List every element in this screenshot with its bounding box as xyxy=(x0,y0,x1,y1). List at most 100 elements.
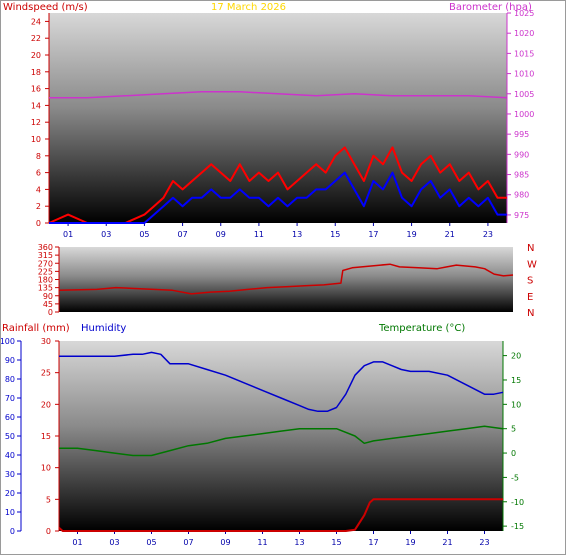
direction-tick-label: 45 xyxy=(43,300,53,309)
windspeed-tick-label: 12 xyxy=(31,118,41,127)
temperature-tick-label: -5 xyxy=(511,473,519,482)
barometer-tick-label: 975 xyxy=(514,211,529,220)
humidity-tick-label: 0 xyxy=(10,527,15,536)
humidity-tick-label: 100 xyxy=(1,337,15,346)
chart-panels: 0246810121416182022249759809859909951000… xyxy=(0,9,537,547)
barometer-tick-label: 985 xyxy=(514,171,529,180)
temperature-tick-label: 20 xyxy=(511,352,521,361)
direction-tick-label: 180 xyxy=(38,276,53,285)
time-tick-label: 01 xyxy=(72,538,82,547)
time-tick-label: 15 xyxy=(331,538,341,547)
barometer-tick-label: 995 xyxy=(514,130,529,139)
time-tick-label: 19 xyxy=(406,230,416,239)
compass-label: S xyxy=(527,276,533,287)
windspeed-tick-label: 10 xyxy=(31,135,41,144)
time-tick-label: 13 xyxy=(294,538,304,547)
rainfall-tick-label: 5 xyxy=(46,495,51,504)
time-tick-label: 23 xyxy=(483,230,493,239)
rainfall-tick-label: 0 xyxy=(46,527,51,536)
temperature-tick-label: 10 xyxy=(511,400,521,409)
temperature-series-line xyxy=(59,425,504,457)
humidity-axis-title: Humidity xyxy=(81,323,126,334)
humidity-series-line xyxy=(59,351,504,413)
barometer-tick-label: 1020 xyxy=(514,29,534,38)
time-tick-label: 11 xyxy=(254,230,264,239)
barometer-tick-label: 1010 xyxy=(514,70,534,79)
time-tick-label: 07 xyxy=(183,538,193,547)
temperature-axis-title: Temperature (°C) xyxy=(378,323,465,334)
time-tick-label: 07 xyxy=(177,230,187,239)
date-title: 17 March 2026 xyxy=(211,2,286,13)
climate-plot-area xyxy=(59,341,503,531)
direction-tick-label: 0 xyxy=(48,308,53,317)
rainfall-tick-label: 25 xyxy=(41,369,51,378)
time-tick-label: 15 xyxy=(330,230,340,239)
windspeed-tick-label: 14 xyxy=(31,101,41,110)
temperature-tick-label: 0 xyxy=(511,449,516,458)
gust-series-line xyxy=(49,171,507,224)
direction-tick-label: 225 xyxy=(38,267,53,276)
time-tick-label: 05 xyxy=(139,230,149,239)
humidity-tick-label: 40 xyxy=(5,451,15,460)
windspeed-tick-label: 18 xyxy=(31,68,41,77)
time-tick-label: 17 xyxy=(368,538,378,547)
wind-plot-area xyxy=(49,13,507,223)
rainfall-tick-label: 15 xyxy=(41,432,51,441)
windspeed-tick-label: 0 xyxy=(36,219,41,228)
barometer-axis-title: Barometer (hpa) xyxy=(449,2,532,13)
windspeed-tick-label: 2 xyxy=(36,202,41,211)
humidity-tick-label: 90 xyxy=(5,356,15,365)
time-tick-label: 05 xyxy=(146,538,156,547)
windspeed-tick-label: 8 xyxy=(36,152,41,161)
time-tick-label: 03 xyxy=(101,230,111,239)
barometer-tick-label: 1005 xyxy=(514,90,534,99)
time-tick-label: 21 xyxy=(445,230,455,239)
temperature-tick-label: 15 xyxy=(511,376,521,385)
humidity-tick-label: 30 xyxy=(5,470,15,479)
windspeed-tick-label: 24 xyxy=(31,17,41,26)
rainfall-series-line xyxy=(58,498,503,532)
time-tick-label: 03 xyxy=(109,538,119,547)
time-tick-label: 01 xyxy=(63,230,73,239)
windspeed-series-line xyxy=(48,146,507,224)
barometer-series-line xyxy=(49,91,508,99)
rainfall-axis-title: Rainfall (mm) xyxy=(2,323,70,334)
windspeed-tick-label: 4 xyxy=(36,185,41,194)
time-tick-label: 09 xyxy=(216,230,226,239)
barometer-tick-label: 990 xyxy=(514,150,529,159)
direction-tick-label: 90 xyxy=(43,292,53,301)
humidity-tick-label: 60 xyxy=(5,413,15,422)
temperature-tick-label: -15 xyxy=(511,522,524,531)
humidity-tick-label: 50 xyxy=(5,432,15,441)
compass-label: E xyxy=(527,292,533,303)
humidity-tick-label: 20 xyxy=(5,489,15,498)
windspeed-tick-label: 6 xyxy=(36,169,41,178)
humidity-tick-label: 70 xyxy=(5,394,15,403)
barometer-tick-label: 1015 xyxy=(514,49,534,58)
direction-plot-area xyxy=(59,247,513,312)
compass-label: W xyxy=(527,259,537,270)
compass-label: N xyxy=(527,308,534,319)
direction-tick-label: 135 xyxy=(38,284,53,293)
compass-label: N xyxy=(527,243,534,254)
temperature-tick-label: 5 xyxy=(511,425,516,434)
time-tick-label: 23 xyxy=(479,538,489,547)
barometer-tick-label: 1000 xyxy=(514,110,534,119)
humidity-tick-label: 10 xyxy=(5,508,15,517)
humidity-tick-label: 80 xyxy=(5,375,15,384)
windspeed-tick-label: 22 xyxy=(31,34,41,43)
windspeed-axis-title: Windspeed (m/s) xyxy=(3,2,88,13)
time-tick-label: 11 xyxy=(257,538,267,547)
direction-tick-label: 270 xyxy=(38,259,53,268)
time-tick-label: 09 xyxy=(220,538,230,547)
time-tick-label: 13 xyxy=(292,230,302,239)
rainfall-tick-label: 10 xyxy=(41,464,51,473)
windspeed-tick-label: 20 xyxy=(31,51,41,60)
rainfall-tick-label: 20 xyxy=(41,400,51,409)
barometer-tick-label: 1025 xyxy=(514,9,534,18)
time-tick-label: 21 xyxy=(442,538,452,547)
direction-tick-label: 315 xyxy=(38,251,53,260)
rainfall-tick-label: 30 xyxy=(41,337,51,346)
